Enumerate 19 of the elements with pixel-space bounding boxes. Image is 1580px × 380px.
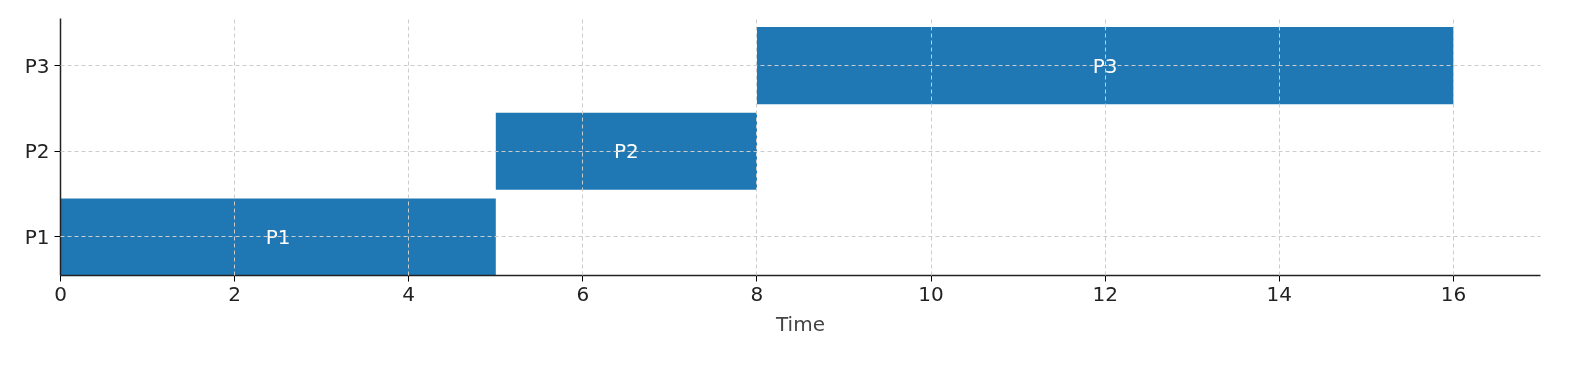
y-tick-label: P3 — [24, 53, 50, 78]
x-tick-label: 16 — [1440, 281, 1467, 306]
annotation: P3 — [1092, 53, 1118, 78]
y-tick-label: P1 — [24, 224, 50, 249]
x-tick-label: 10 — [918, 281, 944, 306]
bar — [60, 198, 496, 276]
x-tick-label: 0 — [54, 281, 67, 306]
annotation: P2 — [613, 139, 639, 164]
bar — [756, 27, 1454, 105]
bar — [495, 112, 757, 190]
x-axis-title: Time — [775, 311, 825, 336]
x-tick-label: 8 — [750, 281, 764, 306]
x-tick-label: 12 — [1092, 281, 1118, 306]
x-tick-label: 4 — [402, 281, 416, 306]
y-tick-label: P2 — [24, 139, 50, 164]
x-tick-label: 14 — [1266, 281, 1293, 306]
annotation: P1 — [265, 224, 291, 249]
x-tick-label: 6 — [576, 281, 590, 306]
x-tick-label: 2 — [228, 281, 241, 306]
